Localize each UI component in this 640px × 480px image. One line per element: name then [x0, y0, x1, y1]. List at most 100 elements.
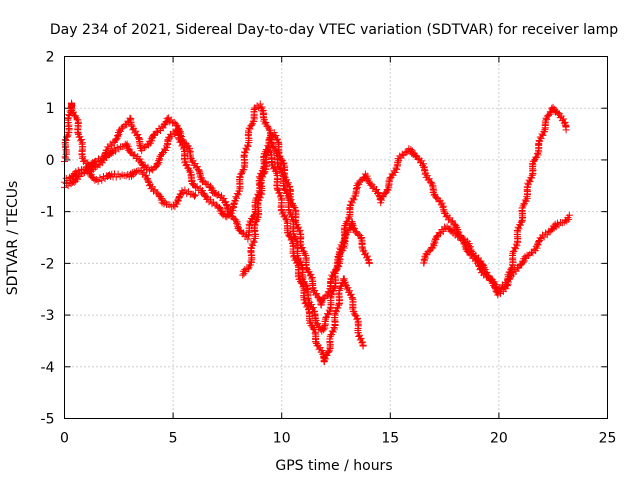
data-point-marker — [307, 270, 315, 278]
data-point-marker — [344, 284, 352, 292]
y-axis-label: SDTVAR / TECUs — [5, 181, 21, 296]
y-tick-label: -2 — [41, 256, 55, 272]
data-point-marker — [274, 135, 282, 143]
y-tick-label: -4 — [41, 360, 55, 376]
data-point-marker — [357, 235, 365, 243]
data-point-marker — [325, 348, 333, 356]
data-point-marker — [326, 308, 334, 316]
data-point-marker — [169, 119, 177, 127]
data-point-marker — [270, 129, 278, 137]
data-point-marker — [365, 259, 373, 267]
data-point-marker — [98, 176, 106, 184]
data-point-marker — [497, 284, 505, 292]
data-point-marker — [183, 160, 191, 168]
data-point-marker — [96, 157, 104, 165]
x-tick-label: 20 — [490, 431, 508, 447]
data-point-marker — [277, 164, 285, 172]
data-point-marker — [345, 287, 353, 295]
y-tick-label: -3 — [41, 308, 55, 324]
data-point-marker — [248, 121, 256, 129]
data-point-marker — [515, 225, 523, 233]
data-point-marker — [111, 136, 119, 144]
data-point-marker — [201, 179, 209, 187]
x-tick-label: 5 — [169, 431, 178, 447]
data-point-marker — [318, 346, 326, 354]
data-point-marker — [391, 169, 399, 177]
data-point-marker — [234, 191, 242, 199]
data-point-marker — [252, 217, 260, 225]
data-point-marker — [347, 290, 355, 298]
data-point-marker — [153, 160, 161, 168]
data-point-marker — [494, 285, 502, 293]
data-point-marker — [161, 121, 169, 129]
data-point-marker — [359, 342, 367, 350]
data-point-marker — [345, 214, 353, 222]
data-point-marker — [378, 196, 386, 204]
data-point-marker — [106, 150, 114, 158]
data-point-marker — [181, 186, 189, 194]
x-tick-label: 10 — [273, 431, 291, 447]
series-track-c — [61, 144, 573, 366]
data-point-marker — [244, 235, 252, 243]
data-point-marker — [181, 157, 189, 165]
data-point-marker — [290, 252, 298, 260]
x-tick-label: 0 — [60, 431, 69, 447]
data-point-marker — [562, 126, 570, 134]
data-point-marker — [177, 132, 185, 140]
data-point-marker — [464, 248, 472, 256]
data-point-marker — [425, 175, 433, 183]
data-points — [61, 99, 573, 366]
data-point-marker — [68, 105, 76, 113]
data-point-marker — [309, 304, 317, 312]
data-point-marker — [257, 177, 265, 185]
data-point-marker — [173, 200, 181, 208]
data-point-marker — [154, 189, 162, 197]
data-point-marker — [298, 243, 306, 251]
data-point-marker — [233, 219, 241, 227]
data-point-marker — [321, 355, 329, 363]
data-point-marker — [247, 219, 255, 227]
data-point-marker — [75, 171, 83, 179]
data-point-marker — [194, 166, 202, 174]
data-point-marker — [324, 311, 332, 319]
data-point-marker — [419, 160, 427, 168]
data-point-marker — [407, 146, 415, 154]
data-point-marker — [411, 151, 419, 159]
data-point-marker — [188, 177, 196, 185]
data-point-marker — [208, 200, 216, 208]
data-point-marker — [149, 131, 157, 139]
data-point-marker — [251, 221, 259, 229]
data-point-marker — [292, 255, 300, 263]
data-point-marker — [113, 144, 121, 152]
data-point-marker — [514, 228, 522, 236]
data-point-marker — [255, 197, 263, 205]
data-point-marker — [421, 254, 429, 262]
data-point-marker — [62, 136, 70, 144]
data-point-marker — [129, 152, 137, 160]
data-point-marker — [175, 125, 183, 133]
data-point-marker — [107, 150, 115, 158]
data-point-marker — [270, 164, 278, 172]
data-point-marker — [425, 247, 433, 255]
data-point-marker — [260, 115, 268, 123]
data-point-marker — [235, 223, 243, 231]
data-point-marker — [537, 135, 545, 143]
data-point-marker — [119, 124, 127, 132]
data-point-marker — [331, 311, 339, 319]
data-point-marker — [122, 172, 130, 180]
data-point-marker — [256, 194, 264, 202]
data-point-marker — [565, 211, 573, 219]
data-point-marker — [287, 209, 295, 217]
data-point-marker — [307, 301, 315, 309]
data-point-marker — [398, 150, 406, 158]
data-point-marker — [79, 170, 87, 178]
data-point-marker — [433, 194, 441, 202]
data-point-marker — [140, 144, 148, 152]
data-point-marker — [249, 242, 257, 250]
data-point-marker — [379, 193, 387, 201]
data-point-marker — [565, 215, 573, 223]
data-point-marker — [332, 308, 340, 316]
chart-title: Day 234 of 2021, Sidereal Day-to-day VTE… — [50, 22, 618, 38]
data-point-marker — [245, 222, 253, 230]
